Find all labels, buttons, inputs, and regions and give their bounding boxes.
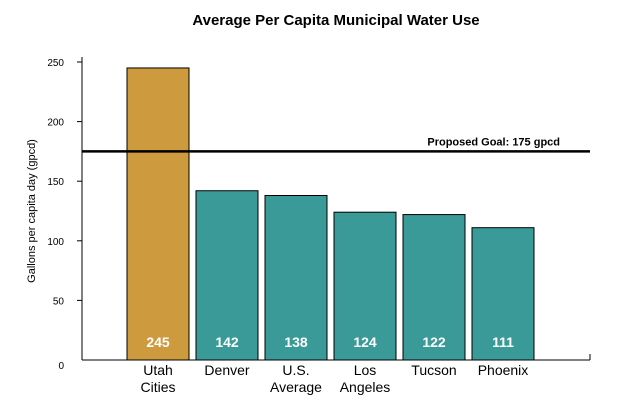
bar [402,214,466,361]
bar [471,227,535,361]
x-tick-label: U.S. Average [270,362,322,395]
x-axis: Utah Cities Denver U.S. Average Los Angeles Tuc… [82,354,591,395]
x-tick-label: Phoenix [478,362,529,378]
bar-value-label: 245 [146,334,170,350]
bar-value-label: 122 [422,334,446,350]
goal-label: Proposed Goal: 175 gpcd [427,136,560,148]
y-tick-label: 50 [53,296,65,307]
y-tick-label: 250 [47,58,64,69]
y-tick-label: 150 [47,177,64,188]
y-axis-label: Gallons per capita day (gpcd) [26,139,38,283]
x-tick-label: Utah Cities [140,362,175,395]
x-tick-label: Los Angeles [340,362,391,395]
bar-value-label: 111 [492,334,514,350]
goal-line-group: Proposed Goal: 175 gpcd [82,136,590,153]
x-tick-label: Denver [204,362,249,378]
bar-value-label: 124 [353,334,377,350]
y-tick-label: 200 [47,118,64,129]
bars: 245 142 138 124 122 111 [126,67,535,361]
y-tick-label: 100 [47,237,64,248]
bar-value-label: 142 [215,334,239,350]
chart-title: Average Per Capita Municipal Water Use [192,12,479,29]
y-tick-label: 0 [58,361,64,372]
y-axis: 0 50 100 150 200 250 [47,57,83,372]
bar [264,195,328,361]
bar [333,211,397,361]
bar-value-label: 138 [284,334,308,350]
bar [126,67,190,361]
x-tick-label: Tucson [411,362,456,378]
